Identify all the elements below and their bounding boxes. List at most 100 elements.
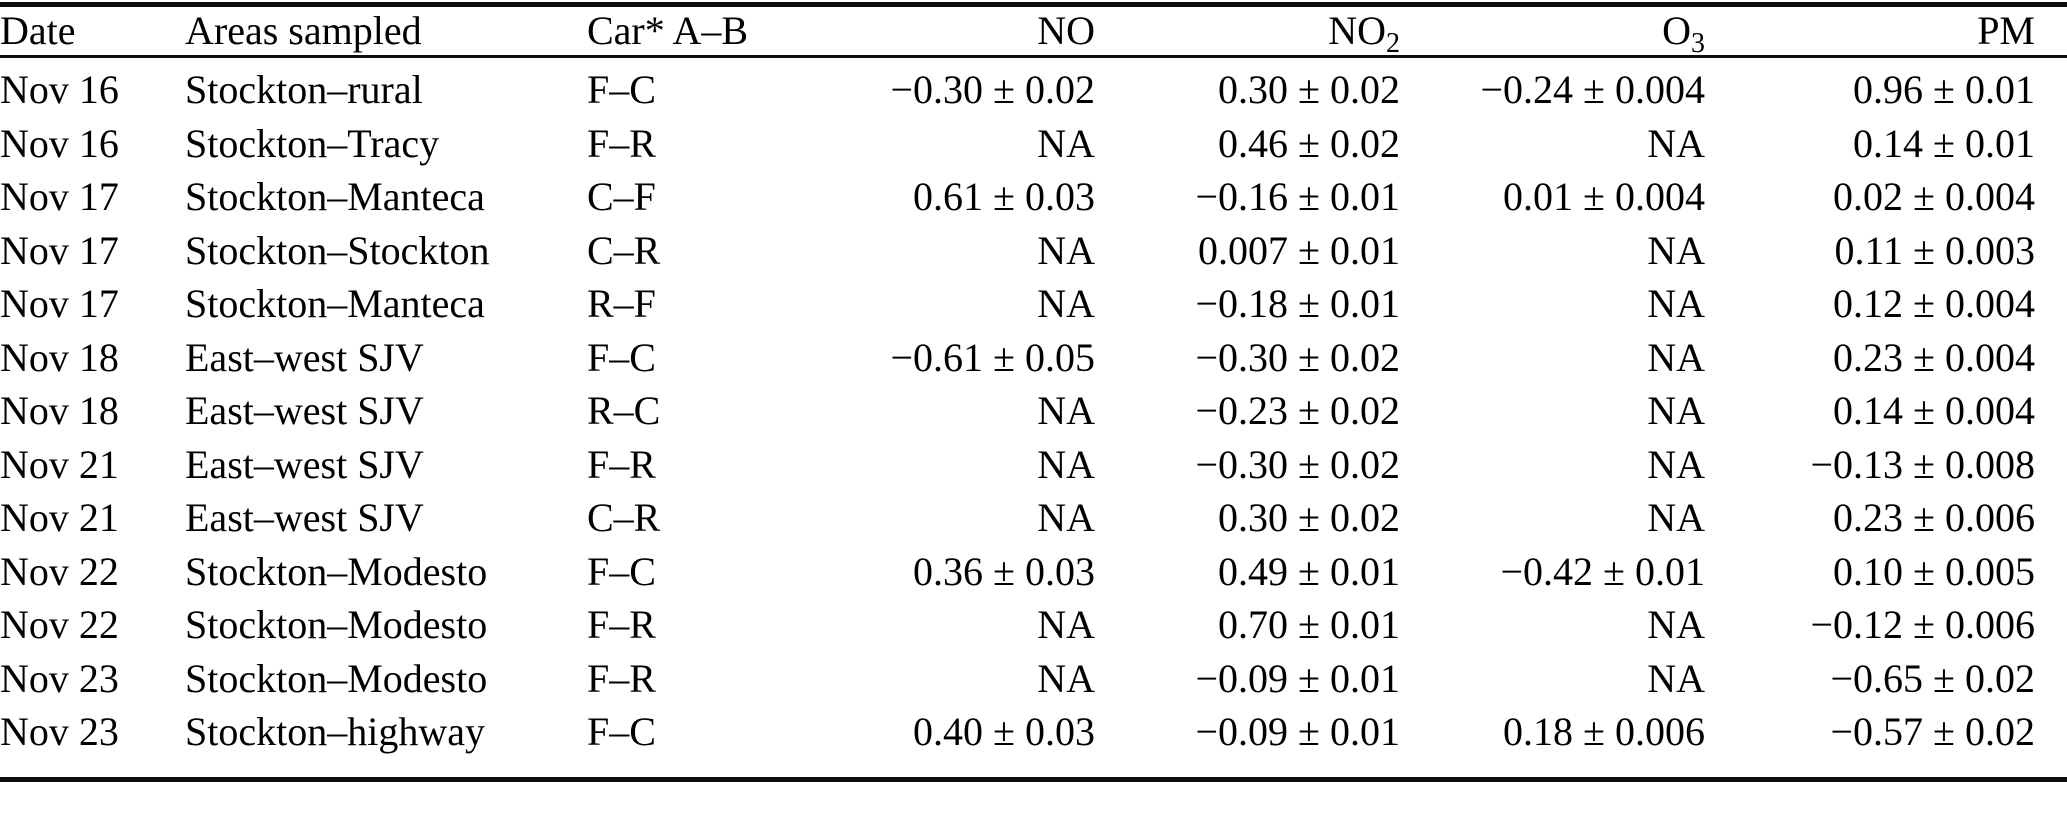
cell-o3: −0.42 ± 0.01 [1500, 548, 1705, 594]
table-row: Nov 17 Stockton–Stockton C–R NA 0.007 ± … [0, 224, 2067, 278]
cell-no: −0.30 ± 0.02 [890, 67, 1095, 112]
cell-pm: 0.12 ± 0.004 [1833, 281, 2035, 326]
cell-no2: −0.09 ± 0.01 [1195, 655, 1400, 701]
cell-no2: 0.007 ± 0.01 [1198, 227, 1400, 273]
table-row: Nov 17 Stockton–Manteca C–F 0.61 ± 0.03 … [0, 170, 2067, 224]
cell-areas: Stockton–Tracy [185, 120, 440, 166]
cell-pm: 0.02 ± 0.004 [1833, 174, 2035, 219]
cell-date: Nov 22 [0, 548, 119, 594]
cell-areas: East–west SJV [185, 495, 424, 540]
cell-no: NA [1037, 495, 1095, 540]
cell-areas: Stockton–Modesto [185, 548, 488, 594]
cell-car: F–C [587, 334, 656, 380]
table-row: Nov 18 East–west SJV F–C −0.61 ± 0.05 −0… [0, 331, 2067, 385]
cell-o3: NA [1647, 388, 1705, 433]
cell-car: F–C [587, 709, 656, 754]
cell-o3: −0.24 ± 0.004 [1480, 67, 1705, 112]
cell-o3: NA [1647, 334, 1705, 380]
cell-date: Nov 16 [0, 120, 119, 166]
cell-car: F–R [587, 441, 656, 487]
cell-car: C–R [587, 495, 661, 540]
cell-car: F–C [587, 548, 656, 594]
table-row: Nov 21 East–west SJV C–R NA 0.30 ± 0.02 … [0, 491, 2067, 545]
cell-areas: Stockton–Stockton [185, 227, 490, 273]
table-row: Nov 22 Stockton–Modesto F–R NA 0.70 ± 0.… [0, 598, 2067, 652]
cell-date: Nov 17 [0, 174, 119, 219]
cell-areas: Stockton–rural [185, 67, 423, 112]
col-header-no2: NO2 [1095, 4, 1400, 58]
cell-areas: Stockton–Manteca [185, 174, 485, 219]
table-row: Nov 17 Stockton–Manteca R–F NA −0.18 ± 0… [0, 277, 2067, 331]
table-row: Nov 23 Stockton–Modesto F–R NA −0.09 ± 0… [0, 652, 2067, 706]
cell-no: 0.36 ± 0.03 [913, 548, 1095, 594]
cell-no: 0.40 ± 0.03 [913, 709, 1095, 754]
table-row: Nov 16 Stockton–rural F–C −0.30 ± 0.02 0… [0, 57, 2067, 117]
cell-date: Nov 21 [0, 441, 119, 487]
cell-car: R–F [587, 281, 656, 326]
cell-date: Nov 23 [0, 655, 119, 701]
col-header-no-label: NO [1037, 8, 1095, 53]
table-row: Nov 18 East–west SJV R–C NA −0.23 ± 0.02… [0, 384, 2067, 438]
cell-o3: 0.18 ± 0.006 [1503, 709, 1705, 754]
col-header-car-ab: Car* A–B [587, 4, 822, 58]
cell-pm: −0.57 ± 0.02 [1830, 709, 2035, 754]
cell-pm: −0.65 ± 0.02 [1830, 655, 2035, 701]
cell-no2: −0.18 ± 0.01 [1195, 281, 1400, 326]
cell-no2: −0.23 ± 0.02 [1195, 388, 1400, 433]
cell-o3: NA [1647, 227, 1705, 273]
cell-areas: Stockton–Modesto [185, 602, 488, 647]
cell-no2: −0.30 ± 0.02 [1195, 441, 1400, 487]
cell-no: NA [1037, 227, 1095, 273]
col-header-no: NO [822, 4, 1095, 58]
cell-o3: NA [1647, 602, 1705, 647]
cell-pm: −0.13 ± 0.008 [1810, 441, 2035, 487]
cell-no: NA [1037, 388, 1095, 433]
cell-car: F–R [587, 655, 656, 701]
cell-date: Nov 17 [0, 227, 119, 273]
table-row: Nov 22 Stockton–Modesto F–C 0.36 ± 0.03 … [0, 545, 2067, 599]
cell-pm: 0.14 ± 0.004 [1833, 388, 2035, 433]
cell-pm: 0.10 ± 0.005 [1833, 548, 2035, 594]
cell-o3: NA [1647, 120, 1705, 166]
cell-pm: 0.14 ± 0.01 [1853, 120, 2035, 166]
cell-date: Nov 18 [0, 334, 119, 380]
col-header-areas-label: Areas sampled [185, 8, 422, 53]
col-header-date-label: Date [0, 8, 76, 53]
measurements-table: Date Areas sampled Car* A–B NO NO2 O3 PM… [0, 2, 2067, 782]
cell-areas: Stockton–Modesto [185, 655, 488, 701]
cell-o3: NA [1647, 281, 1705, 326]
cell-date: Nov 21 [0, 495, 119, 540]
cell-pm: −0.12 ± 0.006 [1810, 602, 2035, 647]
table-body: Nov 16 Stockton–rural F–C −0.30 ± 0.02 0… [0, 57, 2067, 780]
cell-no2: −0.30 ± 0.02 [1195, 334, 1400, 380]
col-header-pm: PM [1705, 4, 2067, 58]
col-header-date: Date [0, 4, 185, 58]
cell-date: Nov 18 [0, 388, 119, 433]
col-header-o3: O3 [1400, 4, 1705, 58]
cell-no: NA [1037, 281, 1095, 326]
col-header-o3-sub: 3 [1691, 28, 1705, 57]
table-row: Nov 21 East–west SJV F–R NA −0.30 ± 0.02… [0, 438, 2067, 492]
cell-no: NA [1037, 120, 1095, 166]
cell-no: NA [1037, 655, 1095, 701]
cell-car: F–R [587, 120, 656, 166]
cell-areas: East–west SJV [185, 334, 424, 380]
cell-no2: 0.70 ± 0.01 [1218, 602, 1400, 647]
cell-no2: 0.30 ± 0.02 [1218, 495, 1400, 540]
col-header-pm-label: PM [1977, 8, 2035, 53]
cell-areas: East–west SJV [185, 388, 424, 433]
cell-date: Nov 16 [0, 67, 119, 112]
cell-no2: −0.09 ± 0.01 [1195, 709, 1400, 754]
cell-date: Nov 23 [0, 709, 119, 754]
cell-no: −0.61 ± 0.05 [890, 334, 1095, 380]
cell-car: F–C [587, 67, 656, 112]
col-header-no2-label: NO [1328, 8, 1386, 53]
cell-pm: 0.11 ± 0.003 [1834, 227, 2035, 273]
cell-no2: 0.30 ± 0.02 [1218, 67, 1400, 112]
col-header-areas-sampled: Areas sampled [185, 4, 587, 58]
cell-no: NA [1037, 602, 1095, 647]
table-row: Nov 16 Stockton–Tracy F–R NA 0.46 ± 0.02… [0, 117, 2067, 171]
cell-car: R–C [587, 388, 661, 433]
cell-date: Nov 17 [0, 281, 119, 326]
cell-areas: Stockton–Manteca [185, 281, 485, 326]
